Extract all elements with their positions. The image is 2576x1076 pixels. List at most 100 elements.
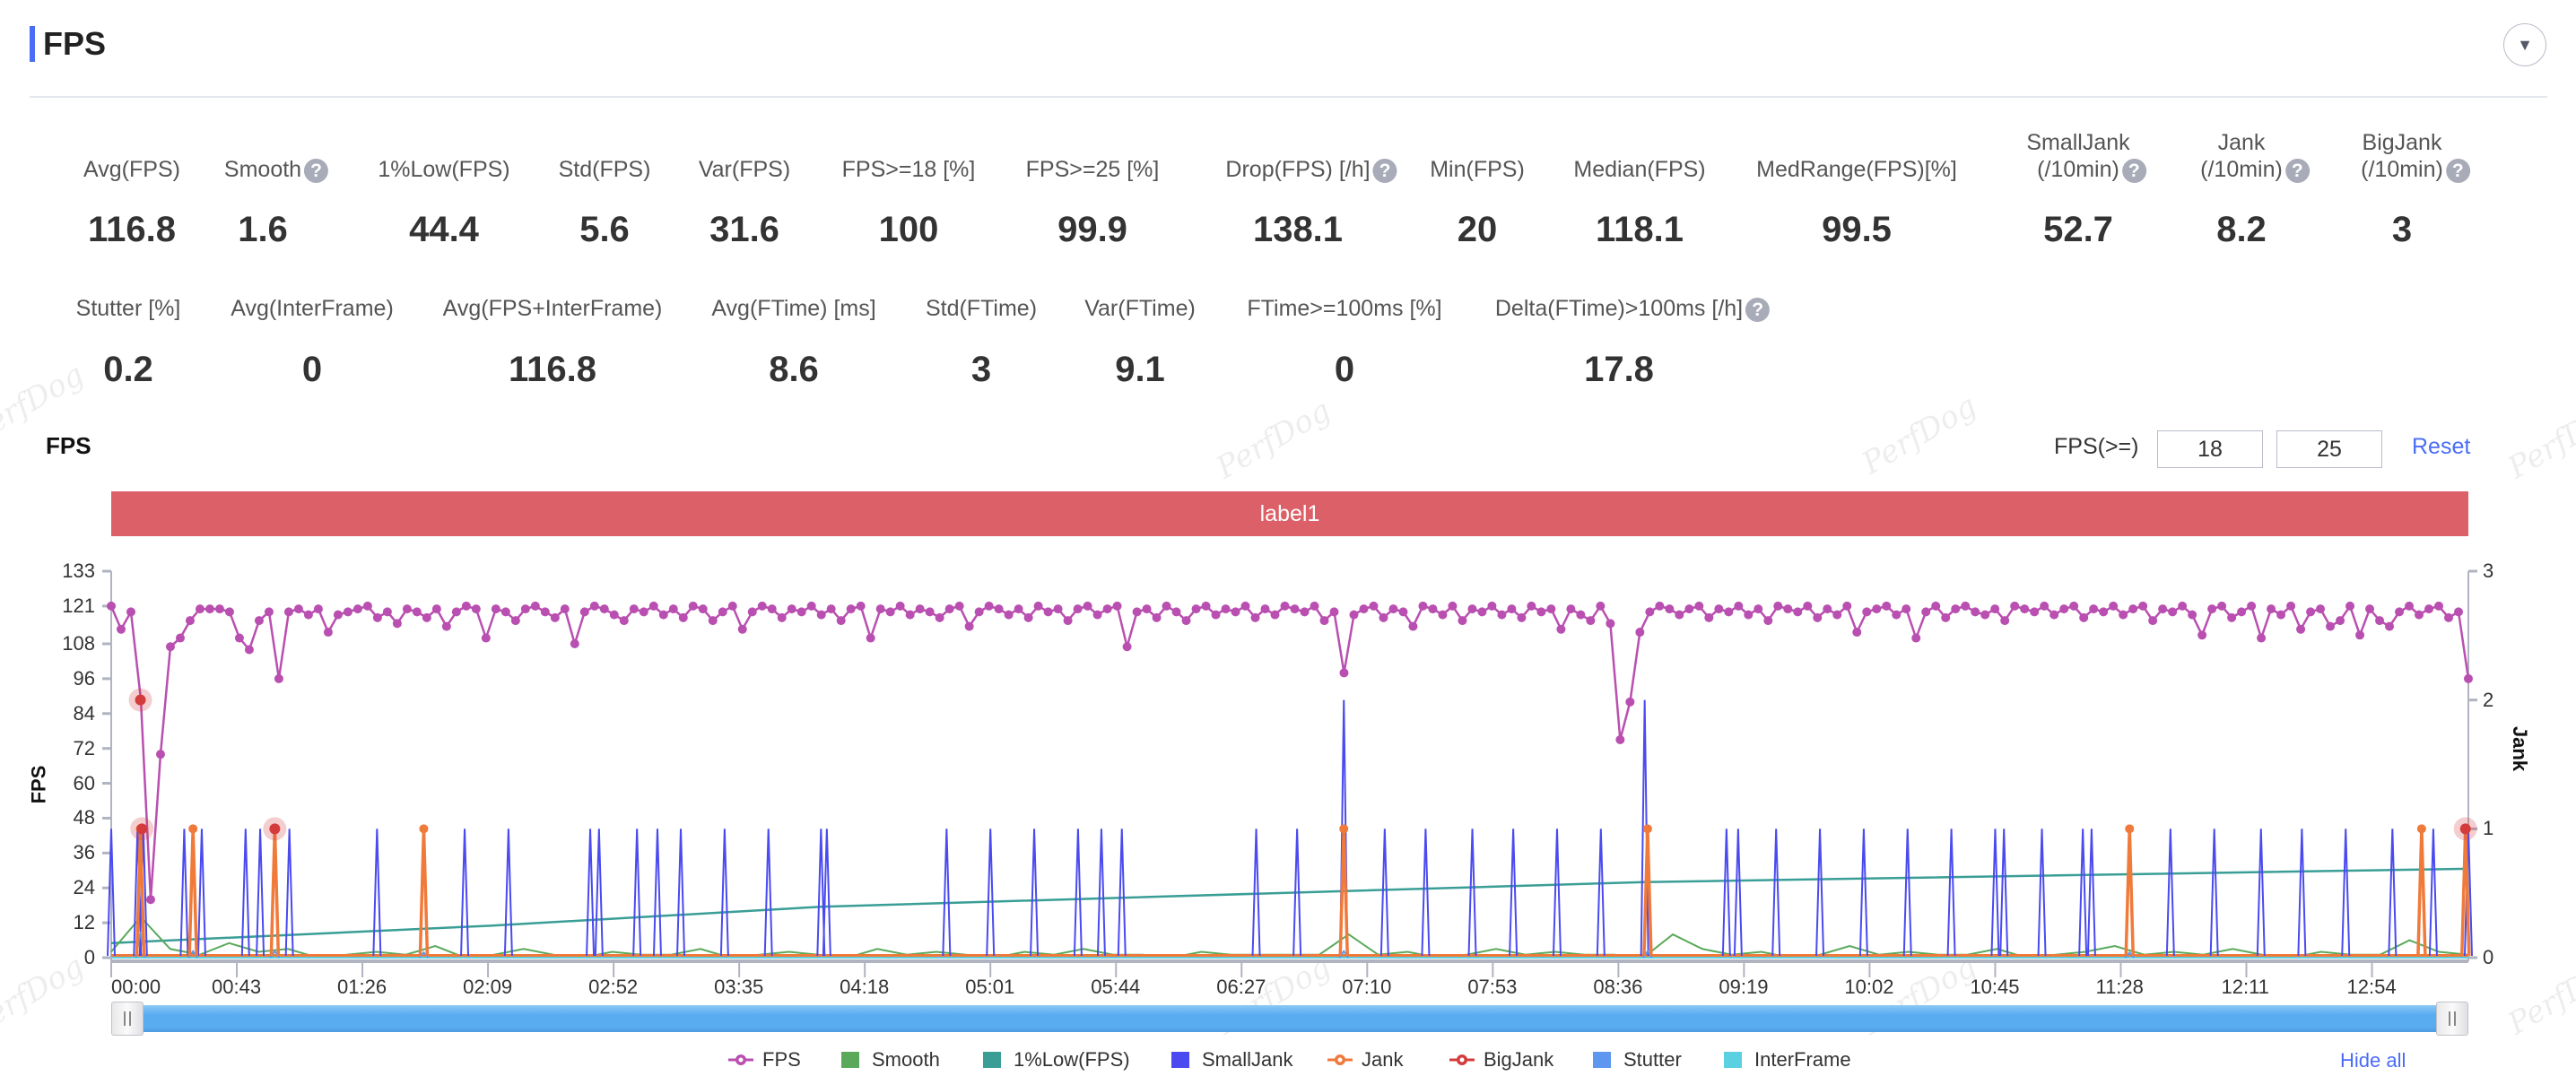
stat-median-fps-label: Median(FPS): [1573, 156, 1705, 183]
fps-point: [254, 616, 264, 626]
fps-point: [895, 601, 905, 611]
fps-point: [2217, 601, 2227, 611]
collapse-dropdown-button[interactable]: ▼: [2503, 23, 2546, 66]
stat-median-fps-value: 118.1: [1596, 210, 1684, 249]
fps-point: [1349, 610, 1359, 620]
fps-point: [116, 624, 126, 634]
slider-right-handle[interactable]: [2436, 1002, 2468, 1036]
fps-point: [165, 642, 175, 652]
help-icon[interactable]: ?: [2445, 158, 2470, 183]
slider-left-handle[interactable]: [111, 1002, 144, 1036]
fps-point: [1487, 601, 1497, 611]
fps-point: [2326, 621, 2336, 631]
title-accent-bar: [30, 26, 35, 62]
fps-point: [2276, 610, 2286, 620]
fps-point: [994, 604, 1004, 614]
x-tick-label: 10:45: [1970, 976, 2020, 998]
fps-point: [1941, 612, 1951, 622]
fps-point: [1102, 604, 1112, 614]
legend-item-bigjank[interactable]: BigJank: [1449, 1047, 1553, 1072]
reset-button[interactable]: Reset: [2412, 434, 2471, 459]
x-tick-label: 12:11: [2221, 976, 2269, 998]
jank-spike: [2124, 829, 2135, 957]
fps-point: [1083, 601, 1092, 611]
stat-avg-ftime-ms-value: 8.6: [769, 350, 819, 389]
fps-point: [392, 619, 402, 629]
fps-point: [2089, 604, 2099, 614]
stat-avg-fps-interframe-value: 116.8: [509, 350, 596, 389]
fps-point: [1635, 628, 1645, 638]
smalljank-spike: [2165, 829, 2175, 957]
fps-point: [1467, 604, 1477, 614]
fps-point: [185, 616, 195, 626]
smalljank-spike: [1721, 829, 1731, 957]
legend-item-1-low-fps-[interactable]: 1%Low(FPS): [979, 1047, 1130, 1072]
smalljank-spike: [2256, 829, 2266, 957]
fps-point: [1221, 604, 1231, 614]
help-icon[interactable]: ?: [1372, 158, 1397, 183]
fps-point: [1684, 604, 1694, 614]
stat-stutter-label-text: Stutter [%]: [75, 296, 181, 321]
legend-label: BigJank: [1484, 1048, 1554, 1071]
y-tick-label: 121: [62, 594, 95, 617]
fps-point: [767, 604, 777, 614]
jank-point: [2416, 824, 2426, 834]
fps-point: [2365, 604, 2375, 614]
legend-item-interframe[interactable]: InterFrame: [1720, 1047, 1851, 1072]
legend-square-icon: [1724, 1052, 1742, 1068]
fps-threshold-2-input[interactable]: [2276, 430, 2382, 468]
x-tick-label: 01:26: [337, 976, 387, 998]
fps-point: [1773, 601, 1783, 611]
label-bar[interactable]: label1: [111, 491, 2468, 536]
stat-medrange-fps-label: MedRange(FPS)[%]: [1756, 156, 1957, 183]
stat-1-low-fps-value: 44.4: [409, 210, 479, 249]
smalljank-spike: [284, 829, 294, 957]
fps-point: [1892, 610, 1902, 620]
fps-point: [2030, 607, 2040, 617]
legend-item-jank[interactable]: Jank: [1327, 1047, 1403, 1072]
fps-point: [875, 604, 885, 614]
fps-point: [2306, 607, 2316, 617]
stat-avg-fps-interframe-label-text: Avg(FPS+InterFrame): [442, 296, 663, 321]
fps-point: [1270, 610, 1280, 620]
fps-point: [2336, 616, 2345, 626]
legend-square-icon: [983, 1052, 1001, 1068]
fps-point: [1517, 612, 1527, 622]
fps-point: [1359, 604, 1369, 614]
help-icon[interactable]: ?: [2284, 158, 2310, 183]
fps-point: [1665, 604, 1675, 614]
legend-item-smalljank[interactable]: SmallJank: [1168, 1047, 1292, 1072]
smalljank-spike: [632, 829, 642, 957]
smalljank-spike: [1999, 829, 2009, 957]
fps-point: [2119, 610, 2128, 620]
help-icon[interactable]: ?: [304, 158, 329, 183]
stat-avg-ftime-ms-label-text: Avg(FTime) [ms]: [711, 296, 876, 321]
fps-point: [944, 604, 954, 614]
fps-point: [836, 616, 846, 626]
legend-item-smooth[interactable]: Smooth: [838, 1047, 940, 1072]
y-tick-label: 96: [73, 666, 95, 690]
smalljank-spike: [1030, 829, 1040, 957]
fps-threshold-1-input[interactable]: [2157, 430, 2263, 468]
fps-point: [382, 607, 392, 617]
fps-point: [1428, 604, 1438, 614]
fps-point: [2316, 604, 2326, 614]
time-range-slider[interactable]: [111, 1005, 2468, 1032]
fps-point: [599, 604, 609, 614]
jank-spike: [418, 829, 430, 957]
fps-point: [402, 604, 412, 614]
low1pct-line: [110, 867, 2469, 945]
fps-point: [1803, 601, 1813, 611]
stat-jank-label-text: (/10min): [2200, 157, 2283, 182]
legend-item-stutter[interactable]: Stutter: [1589, 1047, 1682, 1072]
legend-label: InterFrame: [1754, 1048, 1851, 1071]
fps-point: [1201, 601, 1211, 611]
legend-item-fps[interactable]: FPS: [728, 1047, 801, 1072]
help-icon[interactable]: ?: [2121, 158, 2146, 183]
help-icon[interactable]: ?: [1745, 297, 1771, 322]
fps-point: [1754, 604, 1763, 614]
smalljank-spike: [816, 829, 826, 957]
fps-point: [1043, 607, 1053, 617]
hide-all-button[interactable]: Hide all: [2340, 1049, 2406, 1072]
